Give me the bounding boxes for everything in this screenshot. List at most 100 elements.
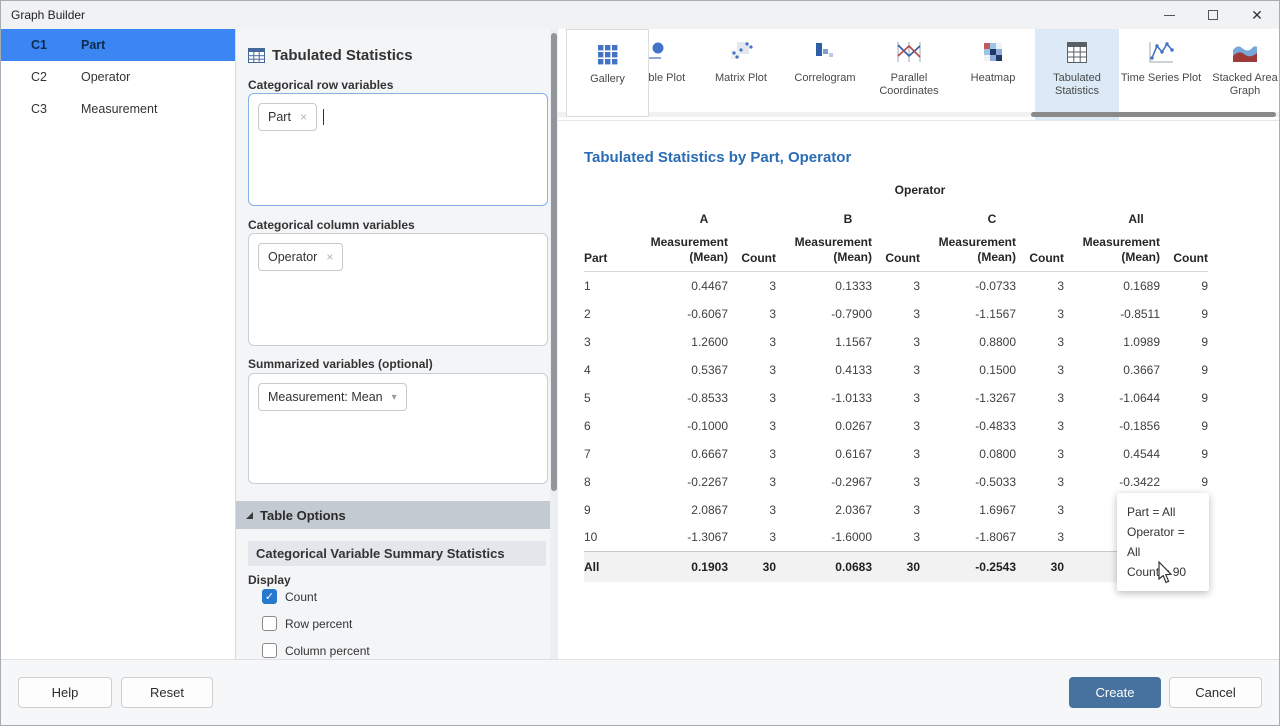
- value-cell[interactable]: 0.1500: [979, 362, 1016, 377]
- value-cell[interactable]: 3: [913, 474, 920, 489]
- table-row[interactable]: 7 0.6667 3 0.6167 3 0.0800 3 0.4544 9: [584, 440, 1208, 468]
- gallery-item-parallel-coordinates[interactable]: Parallel Coordinates: [867, 29, 951, 120]
- gallery-scrollbar-thumb[interactable]: [1031, 112, 1276, 117]
- table-row[interactable]: 5 -0.8533 3 -1.0133 3 -1.3267 3 -1.0644 9: [584, 384, 1208, 412]
- value-cell[interactable]: 3: [1057, 446, 1064, 461]
- value-cell[interactable]: -1.3067: [687, 530, 728, 545]
- value-cell[interactable]: -0.8533: [687, 390, 728, 405]
- value-cell[interactable]: 9: [1201, 362, 1208, 377]
- sidebar-item-operator[interactable]: C2 Operator: [1, 61, 235, 93]
- part-cell[interactable]: 1: [584, 278, 591, 293]
- table-options-header[interactable]: Table Options: [236, 501, 550, 529]
- variable-chip-measurement-mean[interactable]: Measurement: Mean ▾: [258, 383, 407, 411]
- value-cell[interactable]: 3: [1057, 334, 1064, 349]
- checkbox-row-row-percent[interactable]: Row percent: [262, 616, 352, 631]
- value-cell[interactable]: 9: [1201, 334, 1208, 349]
- column-percent-checkbox[interactable]: [262, 643, 277, 658]
- value-cell[interactable]: 0.0800: [979, 446, 1016, 461]
- close-button[interactable]: ✕: [1235, 1, 1279, 29]
- summarized-variables-dropzone[interactable]: Measurement: Mean ▾: [248, 373, 548, 484]
- table-row[interactable]: 2 -0.6067 3 -0.7900 3 -1.1567 3 -0.8511 9: [584, 300, 1208, 328]
- value-cell[interactable]: 9: [1201, 278, 1208, 293]
- part-cell[interactable]: 3: [584, 334, 591, 349]
- value-cell[interactable]: -0.1000: [687, 418, 728, 433]
- value-cell[interactable]: -1.0644: [1119, 390, 1160, 405]
- sidebar-item-part[interactable]: C1 Part: [1, 29, 235, 61]
- value-cell[interactable]: 3: [913, 530, 920, 545]
- value-cell[interactable]: 0.0267: [835, 418, 872, 433]
- value-cell[interactable]: 0.6167: [835, 446, 872, 461]
- sidebar-item-measurement[interactable]: C3 Measurement: [1, 93, 235, 125]
- builder-scrollbar[interactable]: [550, 29, 558, 661]
- value-cell[interactable]: 3: [769, 278, 776, 293]
- value-cell[interactable]: -0.1856: [1119, 418, 1160, 433]
- value-cell[interactable]: 3: [913, 446, 920, 461]
- value-cell[interactable]: 3: [769, 418, 776, 433]
- value-cell[interactable]: -1.8067: [975, 530, 1016, 545]
- value-cell[interactable]: -0.6067: [687, 306, 728, 321]
- gallery-item-time-series-plot[interactable]: Time Series Plot: [1119, 29, 1203, 120]
- value-cell[interactable]: 3: [913, 278, 920, 293]
- table-row[interactable]: 4 0.5367 3 0.4133 3 0.1500 3 0.3667 9: [584, 356, 1208, 384]
- value-cell[interactable]: 30: [1016, 551, 1064, 582]
- value-cell[interactable]: 3: [769, 334, 776, 349]
- value-cell[interactable]: 3: [769, 474, 776, 489]
- value-cell[interactable]: 3: [1057, 390, 1064, 405]
- value-cell[interactable]: 9: [1201, 474, 1208, 489]
- value-cell[interactable]: -1.3267: [975, 390, 1016, 405]
- value-cell[interactable]: -0.2967: [831, 474, 872, 489]
- value-cell[interactable]: 0.8800: [979, 334, 1016, 349]
- part-cell[interactable]: 5: [584, 390, 591, 405]
- variable-chip-part[interactable]: Part ×: [258, 103, 317, 131]
- value-cell[interactable]: 9: [1201, 306, 1208, 321]
- value-cell[interactable]: -0.3422: [1119, 474, 1160, 489]
- value-cell[interactable]: -0.0733: [975, 278, 1016, 293]
- gallery-button[interactable]: Gallery: [566, 29, 649, 117]
- maximize-button[interactable]: [1191, 1, 1235, 29]
- value-cell[interactable]: 9: [1201, 390, 1208, 405]
- value-cell[interactable]: 0.4544: [1123, 446, 1160, 461]
- remove-chip-icon[interactable]: ×: [299, 110, 307, 124]
- value-cell[interactable]: 3: [913, 502, 920, 517]
- value-cell[interactable]: 2.0867: [691, 502, 728, 517]
- value-cell[interactable]: 3: [769, 362, 776, 377]
- create-button[interactable]: Create: [1069, 677, 1161, 708]
- gallery-item-tabulated-statistics[interactable]: Tabulated Statistics: [1035, 29, 1119, 120]
- value-cell[interactable]: -0.2543: [920, 551, 1016, 582]
- value-cell[interactable]: 3: [913, 306, 920, 321]
- value-cell[interactable]: 1.2600: [691, 334, 728, 349]
- gallery-item-heatmap[interactable]: Heatmap: [951, 29, 1035, 120]
- value-cell[interactable]: 0.3667: [1123, 362, 1160, 377]
- value-cell[interactable]: 30: [872, 551, 920, 582]
- variable-chip-operator[interactable]: Operator ×: [258, 243, 344, 271]
- value-cell[interactable]: -0.8511: [1120, 306, 1160, 321]
- part-cell[interactable]: 2: [584, 306, 591, 321]
- value-cell[interactable]: -1.1567: [975, 306, 1016, 321]
- value-cell[interactable]: 3: [913, 390, 920, 405]
- value-cell[interactable]: 3: [1057, 278, 1064, 293]
- value-cell[interactable]: 0.1333: [835, 278, 872, 293]
- value-cell[interactable]: -0.4833: [975, 418, 1016, 433]
- value-cell[interactable]: 0.5367: [691, 362, 728, 377]
- value-cell[interactable]: -1.6000: [831, 530, 872, 545]
- table-row[interactable]: 3 1.2600 3 1.1567 3 0.8800 3 1.0989 9: [584, 328, 1208, 356]
- value-cell[interactable]: 0.4467: [691, 278, 728, 293]
- value-cell[interactable]: 3: [769, 446, 776, 461]
- part-cell[interactable]: 8: [584, 474, 591, 489]
- value-cell[interactable]: 3: [1057, 418, 1064, 433]
- value-cell[interactable]: 1.1567: [835, 334, 872, 349]
- value-cell[interactable]: 30: [728, 551, 776, 582]
- part-cell[interactable]: 10: [584, 530, 598, 545]
- minimize-button[interactable]: [1147, 1, 1191, 29]
- value-cell[interactable]: 0.1903: [632, 551, 728, 582]
- cancel-button[interactable]: Cancel: [1169, 677, 1262, 708]
- value-cell[interactable]: 0.6667: [691, 446, 728, 461]
- reset-button[interactable]: Reset: [121, 677, 213, 708]
- part-cell[interactable]: 6: [584, 418, 591, 433]
- scrollbar-thumb[interactable]: [551, 33, 557, 491]
- value-cell[interactable]: 3: [1057, 502, 1064, 517]
- value-cell[interactable]: 3: [1057, 474, 1064, 489]
